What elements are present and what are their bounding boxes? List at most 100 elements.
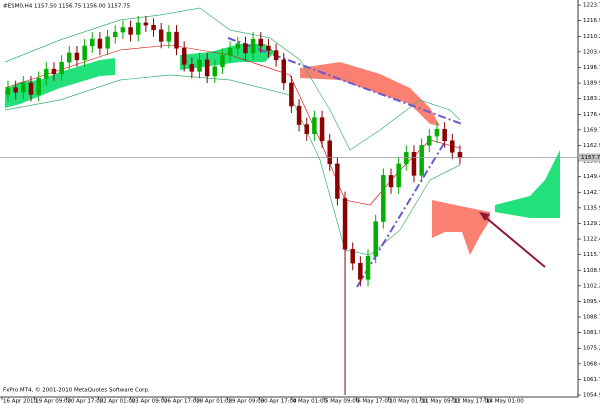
y-tick-label: 1102.20 <box>583 283 600 289</box>
y-tick-label: 1156.20 <box>583 159 600 165</box>
y-tick-label: 1054.95 <box>583 393 600 399</box>
x-tick-label: 4 May 01:00 <box>293 399 328 404</box>
candle-body <box>181 48 187 65</box>
candle-body <box>90 38 95 47</box>
candle-body <box>281 59 287 84</box>
footer: FxPro MT4, © 2001-2010 MetaQuotes Softwa… <box>3 387 150 394</box>
y-tick-label: 1129.20 <box>583 221 600 227</box>
candle-body <box>373 221 378 257</box>
candle-body <box>335 163 340 199</box>
candle-body <box>135 22 141 35</box>
candle-body <box>28 82 34 95</box>
candle-body <box>350 249 355 264</box>
candle-body <box>388 175 394 188</box>
candle-body <box>450 140 455 153</box>
y-tick-label: 1196.70 <box>583 65 600 71</box>
y-tick-label: 1176.45 <box>583 112 600 118</box>
x-tick-label: 28 Apr 01:00 <box>196 399 232 404</box>
candle-body <box>396 163 401 188</box>
y-tick-label: 1081.95 <box>583 330 600 336</box>
candle-body <box>120 27 126 33</box>
y-tick-label: 1149.45 <box>583 174 600 180</box>
y-tick-label: 1135.95 <box>583 205 600 211</box>
candle-body <box>381 175 386 222</box>
candle-body <box>411 152 417 176</box>
chart-title: #ESM0,H4 1157.50 1156.75 1156.00 1157.75 <box>3 4 131 10</box>
candle-body <box>266 45 271 51</box>
x-tick-label: 10 May 01:00 <box>389 399 427 404</box>
candle-body <box>457 152 463 158</box>
cloud <box>5 58 115 108</box>
candle-body <box>220 54 225 68</box>
candle-body <box>166 31 172 42</box>
candle-body <box>151 24 156 31</box>
candle-body <box>174 31 179 49</box>
candle-body <box>143 22 149 26</box>
y-tick-label: 1169.70 <box>583 127 600 133</box>
arrow <box>483 215 546 268</box>
candle-body <box>235 43 241 49</box>
moving-average <box>4 44 461 206</box>
candle-body <box>97 38 103 49</box>
candle-body <box>442 128 447 141</box>
candle-body <box>74 52 80 61</box>
x-tick-label: 20 Apr 17:00 <box>67 399 103 404</box>
y-tick-label: 1210.20 <box>583 34 600 40</box>
candle-body <box>204 59 210 77</box>
candle-body <box>51 68 57 74</box>
candle-body <box>342 198 348 250</box>
candle-body <box>358 262 363 280</box>
y-tick-label: 1088.70 <box>583 315 600 321</box>
candle-body <box>327 140 332 165</box>
x-tick-label: 23 Apr 09:00 <box>132 399 168 404</box>
candle-body <box>419 145 424 176</box>
candle-body <box>67 52 72 63</box>
candle-body <box>427 135 432 146</box>
candle-body <box>289 82 294 107</box>
candle-body <box>189 64 195 72</box>
candle-body <box>158 29 164 42</box>
y-tick-label: 1216.95 <box>583 18 600 24</box>
y-tick-label: 1108.95 <box>583 268 600 274</box>
candle-body <box>243 43 248 54</box>
x-tick-label: 14 May 01:00 <box>486 399 524 404</box>
y-tick-label: 1162.95 <box>583 143 600 149</box>
y-tick-label: 1183.20 <box>583 96 600 102</box>
y-tick-label: 1061.70 <box>583 377 600 383</box>
candle-body <box>273 50 279 61</box>
y-tick-label: 1203.45 <box>583 49 600 55</box>
y-tick-label: 1115.70 <box>583 252 600 258</box>
candle-body <box>250 38 256 54</box>
candle-body <box>13 87 18 93</box>
candle-body <box>304 124 309 135</box>
candle-body <box>128 27 133 35</box>
x-tick-label: 22 Apr 01:00 <box>100 399 136 404</box>
x-tick-label: 12 May 17:00 <box>454 399 492 404</box>
trend-line <box>227 37 463 125</box>
candle-body <box>365 256 371 280</box>
candle-body <box>82 45 87 61</box>
candle-body <box>319 117 325 141</box>
x-tick-label: 11 May 09:00 <box>422 399 460 404</box>
y-tick-label: 1223.70 <box>583 3 600 9</box>
y-tick-label: 1142.70 <box>583 190 600 196</box>
y-tick-label: 1122.45 <box>583 237 600 243</box>
candle-body <box>21 82 26 93</box>
candle-body <box>44 68 49 79</box>
candle-body <box>105 36 110 49</box>
candle-body <box>212 66 218 77</box>
candle-body <box>434 128 440 137</box>
candle-body <box>404 152 409 165</box>
candle-body <box>36 78 41 95</box>
y-tick-label: 1075.20 <box>583 346 600 352</box>
last-price-label: 1157.75 <box>581 155 600 161</box>
cloud <box>432 200 490 255</box>
band-upper <box>4 7 461 151</box>
candle-body <box>258 38 264 47</box>
candle-body <box>312 117 317 135</box>
x-tick-label: 26 Apr 17:00 <box>164 399 200 404</box>
candle-body <box>227 48 233 56</box>
x-tick-label: 29 Apr 09:00 <box>228 399 264 404</box>
candle-body <box>112 31 118 37</box>
